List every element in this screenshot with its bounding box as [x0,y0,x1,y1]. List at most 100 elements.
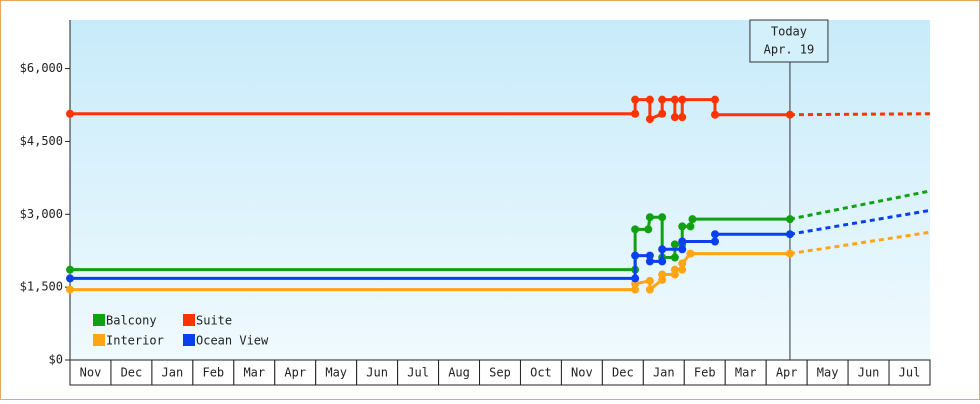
point [66,274,74,283]
point [688,215,697,224]
x-cell [151,359,194,386]
x-cell [888,359,931,386]
point [670,113,679,122]
point [645,213,654,222]
point [711,230,719,239]
point [785,230,794,239]
x-tick-label: Jan [653,366,675,380]
y-tick-label: $1,500 [20,280,63,294]
point [678,222,687,231]
point [711,95,719,104]
forecast-line [789,189,931,221]
point [658,245,667,254]
point [658,109,667,118]
legend-swatch [183,334,195,346]
x-tick-label: Dec [612,366,634,380]
plot-area [70,20,930,360]
x-cell [560,359,603,386]
x-cell [601,359,644,386]
x-tick-label: Sep [489,366,511,380]
x-cell [69,359,112,386]
point [785,110,794,119]
legend-label: Suite [196,314,232,328]
point [678,237,687,246]
x-tick-label: Feb [202,366,224,380]
x-tick-label: Feb [694,366,716,380]
point [658,270,667,279]
x-cell [192,359,235,386]
x-tick-label: Jul [899,366,921,380]
point [678,245,687,254]
forecast-line [789,230,931,256]
point [711,110,719,119]
y-tick-label: $3,000 [20,207,63,221]
point [678,95,687,104]
point [670,240,679,249]
point [658,95,667,104]
point [631,285,640,294]
point [670,253,679,262]
point [678,259,687,268]
point [711,237,719,246]
point [658,213,667,222]
x-cell [806,359,849,386]
point [686,222,695,231]
x-tick-label: Jan [162,366,184,380]
x-tick-label: Mar [243,366,265,380]
x-cell [519,359,562,386]
point [670,95,679,104]
today-label: Today [771,25,807,39]
x-cell [765,359,808,386]
point [785,215,794,224]
point [645,95,654,104]
x-cell [479,359,521,386]
x-tick-label: Nov [571,366,593,380]
x-tick-label: Nov [80,366,102,380]
point [631,251,640,260]
point [645,251,654,260]
point [631,225,640,234]
x-tick-label: Apr [776,366,798,380]
x-tick-label: Jun [366,366,388,380]
x-tick-label: Dec [121,366,143,380]
point [645,276,654,285]
point [66,265,74,274]
legend-label: Ocean View [196,334,269,348]
point [645,115,654,124]
x-cell [642,359,685,386]
legend-label: Balcony [106,314,157,328]
point [645,285,654,294]
legend-swatch [93,334,105,346]
forecast-line [789,208,931,236]
point [644,225,653,234]
x-tick-label: Oct [530,366,552,380]
point [658,257,667,266]
y-tick-label: $4,500 [20,134,63,148]
point [686,249,695,258]
x-cell [233,359,276,386]
legend-swatch [93,314,105,326]
x-tick-label: May [325,366,347,380]
today-box [749,19,829,63]
point [678,113,687,122]
legend-swatch [183,314,195,326]
layer: $0 $1,500 $3,000 $4,500 $6,000 Nov Dec Jan Feb Ma… [20,19,931,386]
y-tick-label: $6,000 [20,61,63,75]
x-cell [847,359,890,386]
point [670,265,679,274]
x-tick-label: Aug [448,366,470,380]
point [631,95,640,104]
x-cell [110,359,153,386]
x-tick-label: Mar [735,366,757,380]
legend-label: Interior [106,334,164,348]
x-tick-label: Apr [284,366,306,380]
point [645,257,654,266]
point [631,274,640,283]
point [785,249,794,258]
x-tick-label: Jul [407,366,429,380]
x-cell [724,359,767,386]
x-tick-label: May [817,366,839,380]
point [678,265,687,274]
point [631,109,640,118]
